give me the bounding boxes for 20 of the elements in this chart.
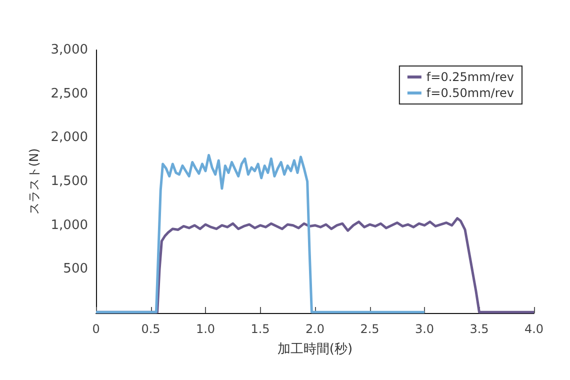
x-tick-label: 3.0 xyxy=(414,322,434,336)
y-tick-label: 1,500 xyxy=(50,174,88,189)
x-tick-label: 2.5 xyxy=(360,322,380,336)
x-tick-label: 0 xyxy=(92,322,100,336)
x-tick-label: 1.0 xyxy=(196,322,216,336)
x-tick-label: 0.5 xyxy=(141,322,160,336)
legend-label: f=0.50mm/rev xyxy=(426,86,514,100)
x-tick-label: 1.5 xyxy=(250,322,270,336)
legend-label: f=0.25mm/rev xyxy=(426,70,514,84)
y-axis-title: スラスト(N) xyxy=(26,148,41,215)
y-tick-label: 1,000 xyxy=(50,218,88,233)
x-tick-label: 4.0 xyxy=(524,322,544,336)
y-tick-label: 2,000 xyxy=(50,130,88,146)
line-series xyxy=(94,154,426,314)
x-tick-label: 3.5 xyxy=(470,322,489,336)
y-tick-label: 500 xyxy=(63,262,88,277)
y-tick-label: 2,500 xyxy=(50,86,88,102)
x-axis-title: 加工時間(秒) xyxy=(277,342,353,357)
y-tick-label: 3,000 xyxy=(50,42,88,58)
x-tick-label: 2.0 xyxy=(305,322,325,336)
